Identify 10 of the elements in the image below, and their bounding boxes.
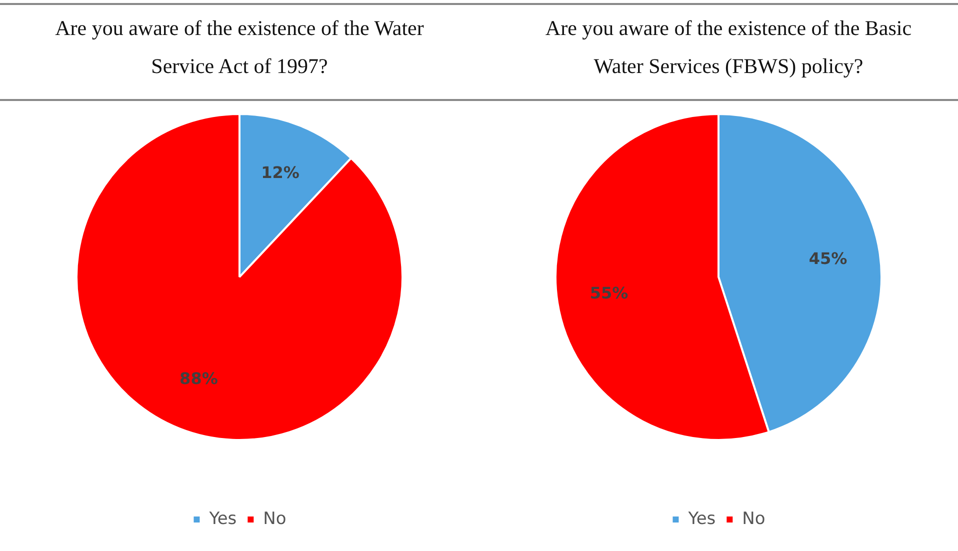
data-label: 12% — [261, 163, 300, 182]
legend-label: Yes — [687, 508, 716, 529]
legend-label: No — [742, 508, 766, 529]
data-label: 45% — [808, 248, 848, 268]
data-label: 88% — [180, 369, 218, 388]
legend-label: Yes — [208, 508, 237, 529]
data-label: 55% — [590, 283, 628, 302]
chart-title: Are you aware of the existence of the Water Service Act of 1997? — [0, 5, 479, 101]
chart-title: Are you aware of the existence of the Basic Water Services (FBWS) policy? — [479, 5, 958, 101]
legend-label: No — [263, 508, 286, 529]
